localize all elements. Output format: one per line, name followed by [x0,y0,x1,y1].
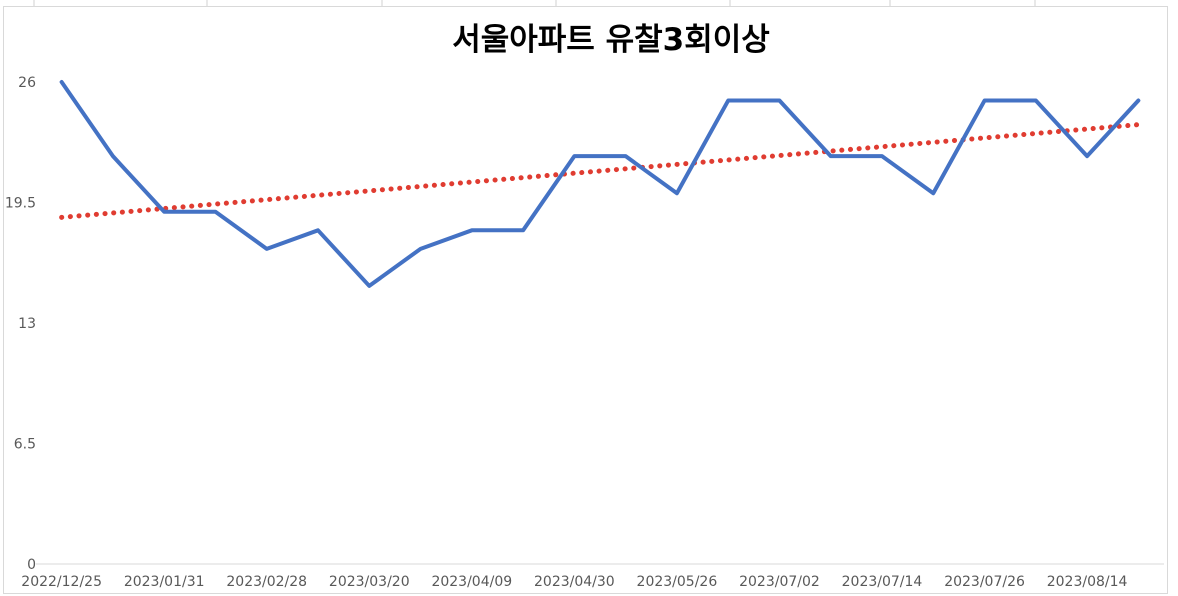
x-tick-label: 2023/04/30 [534,574,615,590]
y-tick-label: 13 [18,316,36,332]
x-axis-ticks: 2022/12/25 2023/01/31 2023/02/28 2023/03/20… [21,574,1127,590]
y-tick-label: 19.5 [5,196,36,212]
y-tick-label: 6.5 [14,437,36,453]
x-tick-label: 2023/03/20 [329,574,410,590]
series-line [59,80,1141,288]
y-tick-label: 0 [27,557,36,573]
y-tick-label: 26 [18,75,36,91]
chart-area[interactable]: 서울아파트 유찰3회이상 0 6.5 13 19.5 26 2022/12/25 2023… [3,6,1168,594]
x-tick-label: 2023/01/31 [124,574,205,590]
x-tick-label: 2023/04/09 [431,574,512,590]
line-chart: 서울아파트 유찰3회이상 0 6.5 13 19.5 26 2022/12/25 2023… [5,22,1164,590]
trendline [59,122,1141,220]
x-tick-label: 2023/05/26 [637,574,718,590]
x-tick-label: 2023/07/26 [944,574,1025,590]
x-tick-label: 2023/08/14 [1047,574,1128,590]
chart-title: 서울아파트 유찰3회이상 [452,22,770,58]
x-tick-label: 2023/02/28 [226,574,307,590]
x-tick-label: 2023/07/14 [842,574,923,590]
y-axis-ticks: 0 6.5 13 19.5 26 [5,75,36,573]
x-tick-label: 2022/12/25 [21,574,102,590]
x-tick-label: 2023/07/02 [739,574,820,590]
